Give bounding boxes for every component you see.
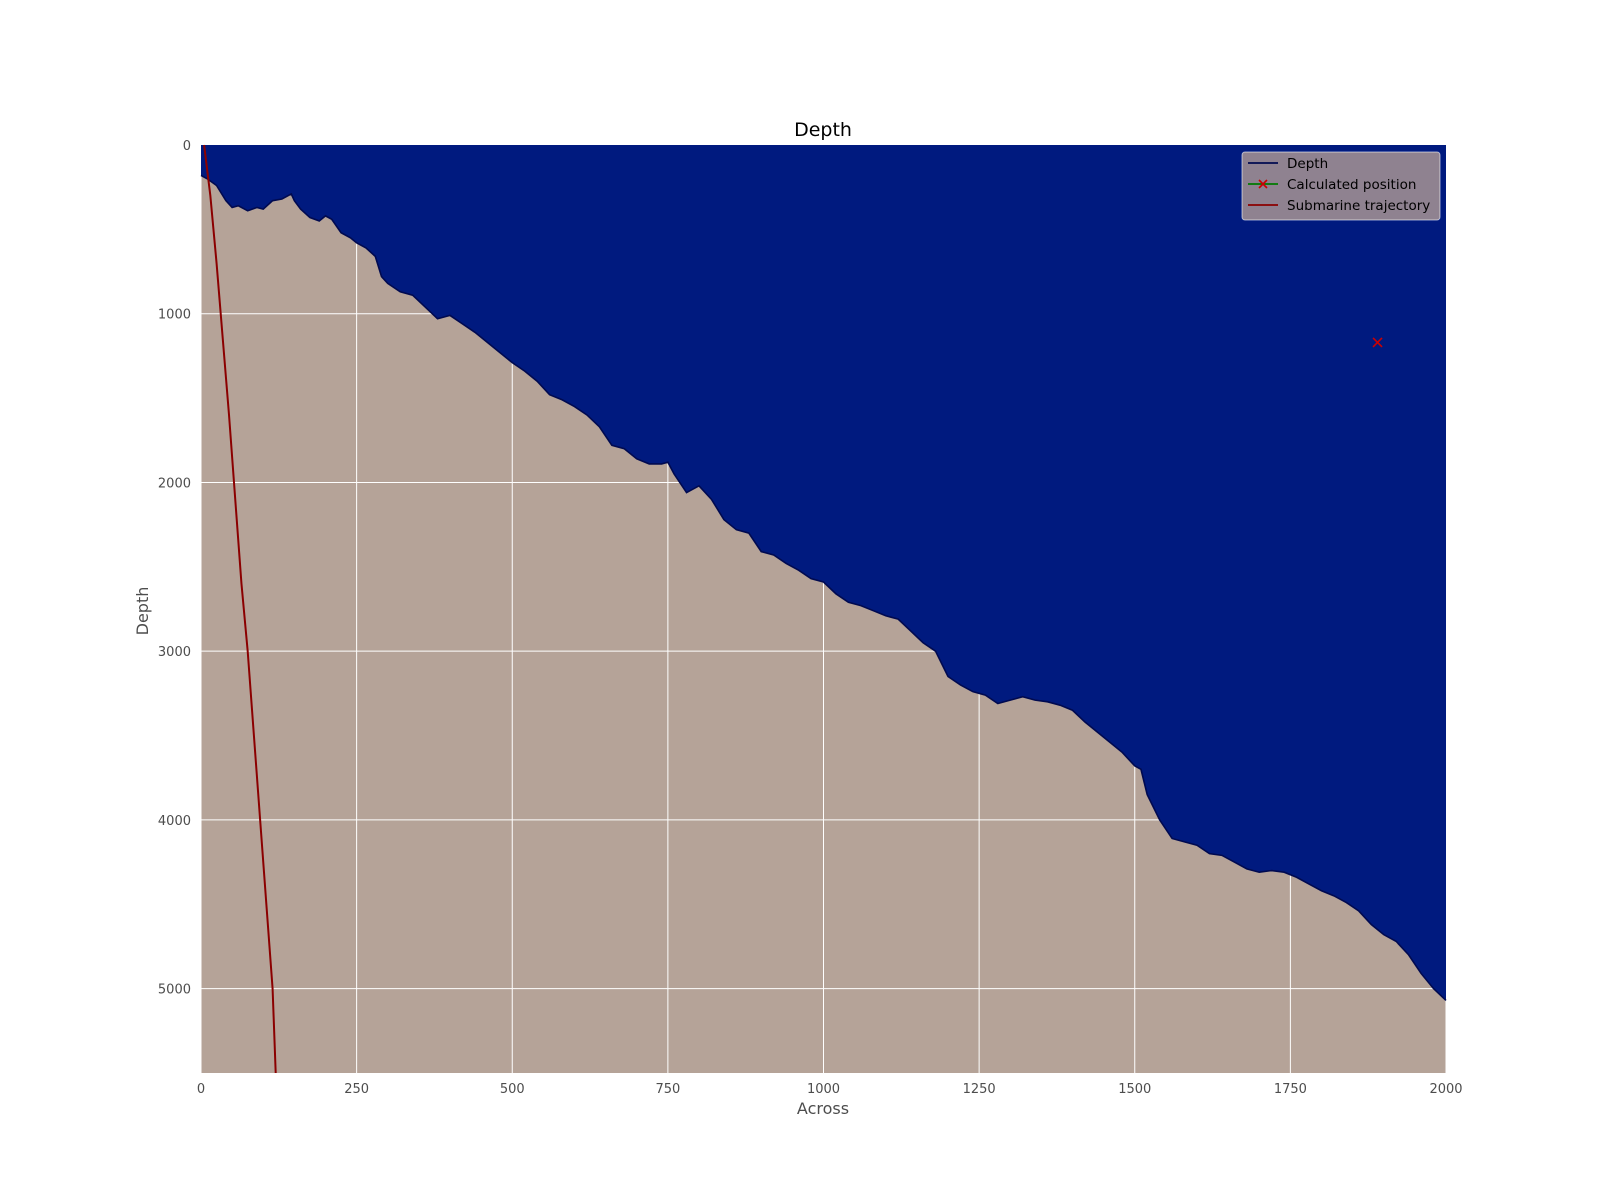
marker-stroke [1372, 337, 1383, 348]
legend-calculated-position-marker [1258, 179, 1268, 189]
x-tick-label: 1250 [963, 1082, 996, 1097]
legend-label-depth: Depth [1287, 156, 1328, 172]
y-axis-label: Depth [133, 587, 152, 636]
y-tick-label: 2000 [158, 476, 191, 491]
x-tick-label: 0 [197, 1082, 205, 1097]
y-tick-label: 0 [183, 139, 191, 154]
x-tick-label: 750 [655, 1082, 680, 1097]
x-tick-label: 1500 [1118, 1082, 1151, 1097]
legend-label-calculated-position: Calculated position [1287, 177, 1416, 193]
submarine-trajectory-line [203, 144, 277, 1074]
legend-box [1241, 151, 1441, 221]
x-tick-label: 2000 [1429, 1082, 1462, 1097]
x-tick-label: 1000 [807, 1082, 840, 1097]
y-tick-label: 4000 [158, 814, 191, 829]
y-tick-label: 1000 [158, 308, 191, 323]
legend-label-submarine-trajectory: Submarine trajectory [1287, 198, 1430, 214]
x-axis-label: Across [797, 1099, 849, 1118]
y-tick-label: 5000 [158, 983, 191, 998]
x-tick-label: 1750 [1274, 1082, 1307, 1097]
x-tick-label: 500 [500, 1082, 525, 1097]
y-tick-label: 3000 [158, 645, 191, 660]
water-area [201, 145, 1446, 1001]
x-tick-label: 250 [344, 1082, 369, 1097]
legend: Depth Calculated position Submarine traj… [1241, 151, 1441, 221]
calculated-position-marker [1372, 337, 1383, 348]
depth-line [200, 174, 1447, 1002]
chart-title: Depth [794, 119, 852, 141]
